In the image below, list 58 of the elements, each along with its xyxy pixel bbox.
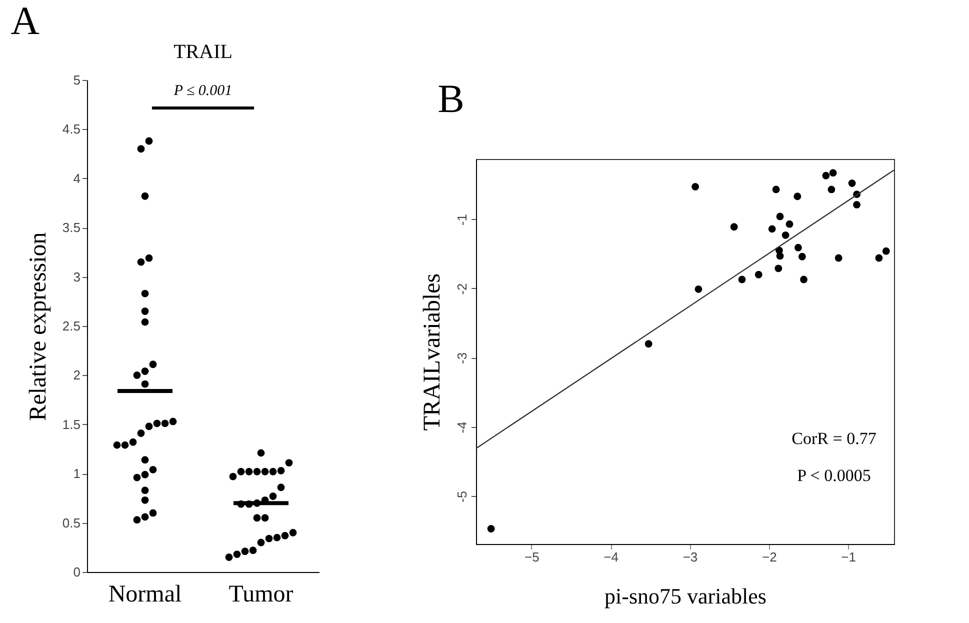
x-tick-label: −2 <box>762 550 777 564</box>
chart-title: TRAIL <box>174 41 232 63</box>
y-tick-label: 4.5 <box>62 122 80 137</box>
text: A <box>10 0 40 43</box>
point <box>776 212 784 220</box>
point <box>782 231 790 239</box>
y-tick-label: 0 <box>73 564 80 580</box>
text: B <box>438 76 464 121</box>
point <box>644 340 652 348</box>
y-tick-label: 3.5 <box>62 220 80 236</box>
point <box>730 223 738 231</box>
x-tick-label: −4 <box>604 550 618 564</box>
y-tick-label: 1 <box>73 466 80 482</box>
annotation: P < 0.0005 <box>797 466 871 485</box>
point <box>829 169 837 177</box>
x-axis-title: pi-sno75 variables <box>604 584 766 608</box>
y-tick-label: -1 <box>454 214 470 226</box>
point <box>875 254 883 262</box>
y-tick-label: -3 <box>454 352 470 364</box>
point <box>798 252 806 260</box>
point <box>800 276 808 284</box>
y-tick-label: 2 <box>73 368 80 383</box>
x-tick-label: −5 <box>524 550 540 564</box>
y-tick-label: 3 <box>73 269 80 284</box>
y-tick-label: 4 <box>73 170 80 186</box>
y-tick-label: -4 <box>454 422 470 434</box>
x-tick-label: −3 <box>682 550 698 564</box>
y-tick-label: -5 <box>454 490 470 502</box>
point <box>786 220 794 228</box>
point <box>487 525 495 532</box>
point <box>834 254 842 262</box>
x-tick-label: −1 <box>841 550 856 564</box>
point <box>768 225 776 233</box>
point <box>828 186 836 194</box>
y-axis-title: Relative expression <box>25 232 52 421</box>
x-tick-label: Tumor <box>228 582 294 608</box>
x-tick-label: Normal <box>108 582 182 608</box>
y-axis-title: TRAILvariables <box>420 273 446 431</box>
point <box>694 285 702 293</box>
y-tick-label: 0.5 <box>62 515 80 530</box>
point <box>882 247 890 255</box>
point <box>822 172 830 180</box>
point <box>794 244 802 252</box>
point <box>774 264 782 272</box>
point <box>738 276 746 284</box>
y-tick-label: 5 <box>73 72 80 88</box>
point <box>772 186 780 194</box>
y-tick-label: 2.5 <box>62 318 80 334</box>
point <box>754 270 762 278</box>
point <box>794 192 802 200</box>
point <box>776 252 784 260</box>
point <box>692 182 699 190</box>
annotation: P ≤ 0.001 <box>172 83 232 99</box>
annotation: CorR = 0.77 <box>792 429 877 448</box>
point <box>848 180 856 187</box>
y-tick-label: 1.5 <box>62 416 80 432</box>
y-tick-label: -2 <box>454 283 470 295</box>
point <box>853 201 860 208</box>
